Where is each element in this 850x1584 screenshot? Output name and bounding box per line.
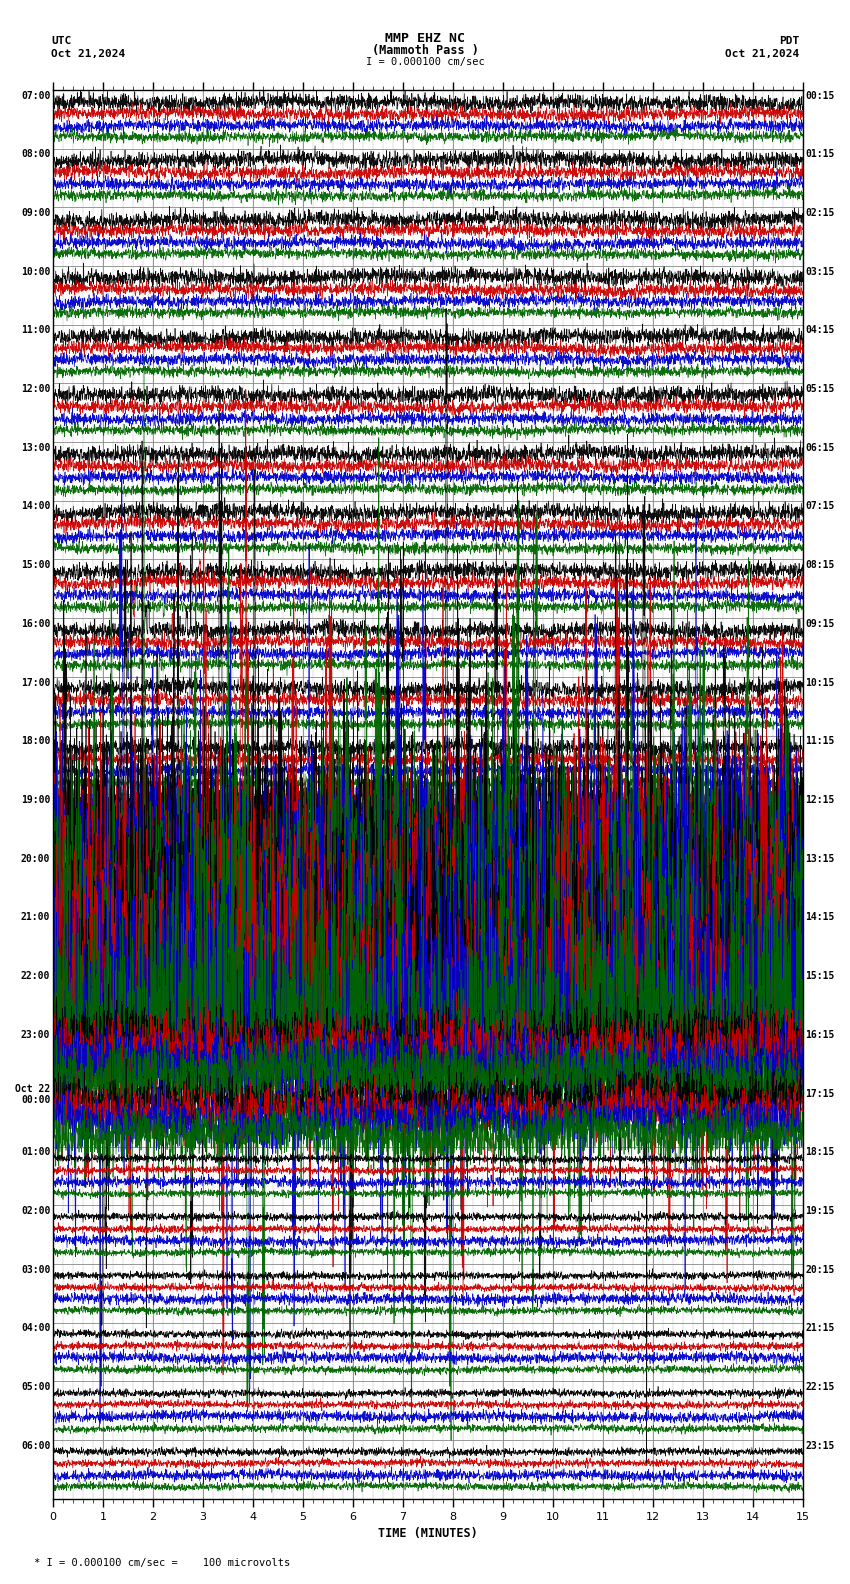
Text: Oct 21,2024: Oct 21,2024: [51, 49, 125, 59]
Text: UTC: UTC: [51, 36, 71, 46]
X-axis label: TIME (MINUTES): TIME (MINUTES): [378, 1527, 478, 1541]
Text: PDT: PDT: [779, 36, 799, 46]
Text: MMP EHZ NC: MMP EHZ NC: [385, 32, 465, 44]
Text: Oct 21,2024: Oct 21,2024: [725, 49, 799, 59]
Text: (Mammoth Pass ): (Mammoth Pass ): [371, 44, 479, 57]
Text: * I = 0.000100 cm/sec =    100 microvolts: * I = 0.000100 cm/sec = 100 microvolts: [34, 1559, 290, 1568]
Text: I = 0.000100 cm/sec: I = 0.000100 cm/sec: [366, 57, 484, 67]
